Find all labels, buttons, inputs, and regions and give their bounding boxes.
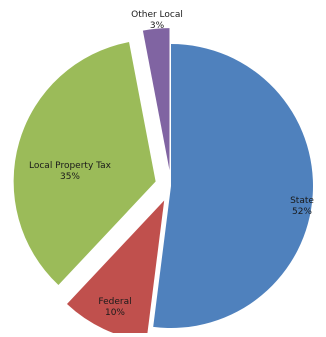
pie-slices — [13, 28, 313, 337]
pie-slice-local-property-tax — [13, 42, 156, 286]
slice-percent-label: 3% — [150, 21, 165, 31]
slice-label: Local Property Tax — [29, 161, 112, 171]
slice-label: State — [290, 196, 314, 206]
slice-percent-label: 52% — [292, 207, 312, 217]
slice-percent-label: 35% — [60, 172, 80, 182]
pie-slice-federal — [66, 200, 165, 337]
pie-slice-other-local — [142, 28, 170, 171]
slice-label: Other Local — [131, 10, 183, 20]
slice-percent-label: 10% — [105, 308, 125, 318]
slice-label: Federal — [98, 297, 131, 307]
pie-slice-state — [153, 44, 313, 328]
